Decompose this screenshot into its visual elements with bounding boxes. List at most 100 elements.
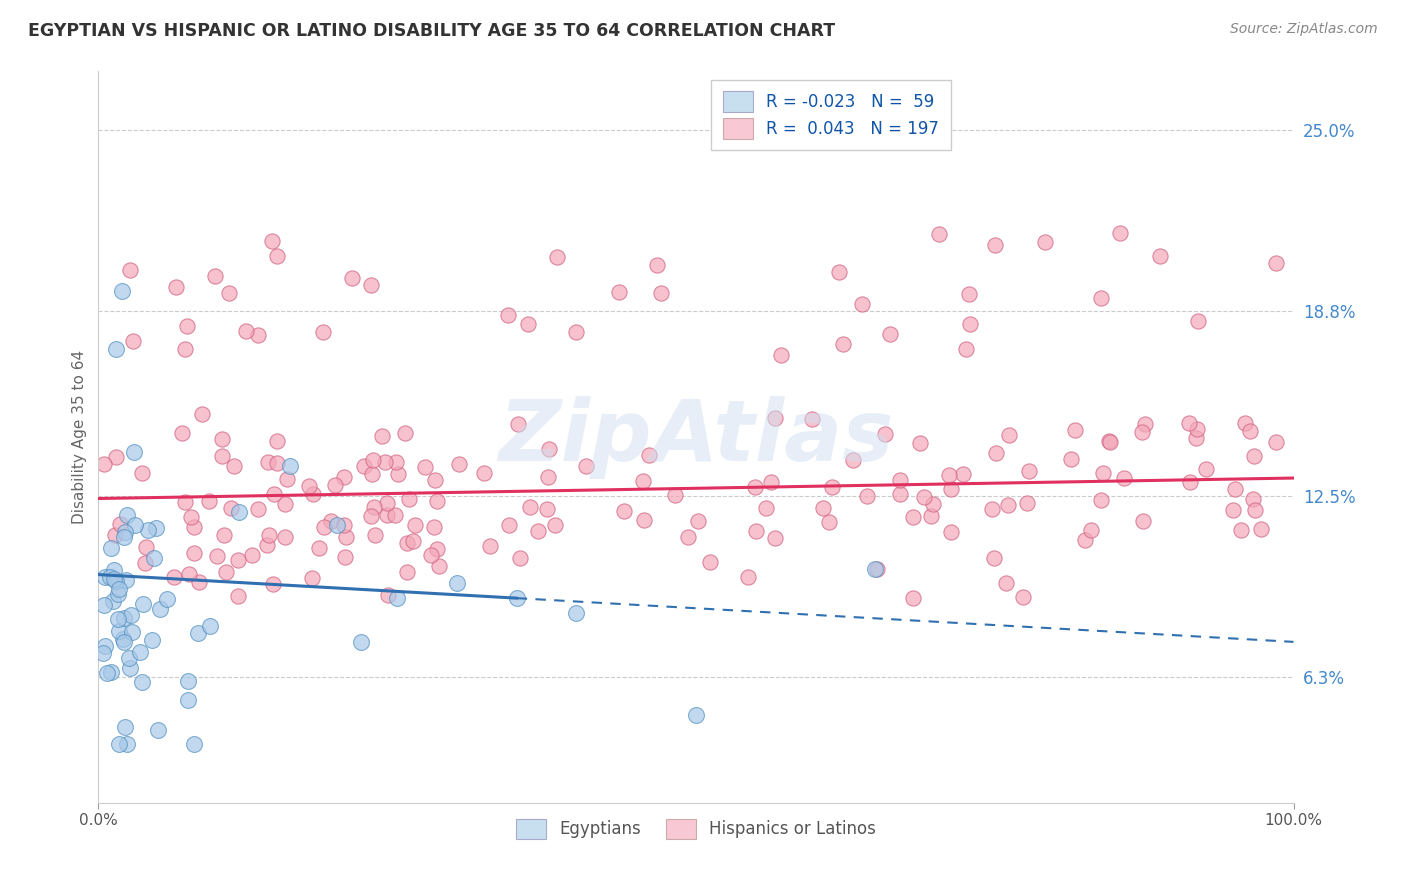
Point bbox=[1243, 449, 1265, 463]
Point bbox=[607, 285, 630, 299]
Point bbox=[851, 297, 873, 311]
Point bbox=[111, 632, 134, 647]
Point bbox=[149, 602, 172, 616]
Point bbox=[426, 494, 449, 508]
Point bbox=[177, 693, 200, 707]
Point bbox=[449, 457, 471, 471]
Point bbox=[107, 582, 129, 596]
Point bbox=[132, 597, 155, 611]
Point bbox=[928, 227, 950, 241]
Point bbox=[575, 459, 598, 474]
Point bbox=[997, 499, 1019, 513]
Point bbox=[104, 574, 127, 588]
Point bbox=[111, 284, 134, 298]
Point bbox=[955, 342, 977, 356]
Point bbox=[686, 514, 709, 528]
Point bbox=[129, 644, 152, 658]
Point bbox=[266, 249, 288, 263]
Point bbox=[938, 468, 960, 483]
Point bbox=[103, 563, 125, 577]
Point bbox=[763, 411, 786, 425]
Point bbox=[983, 238, 1005, 252]
Point bbox=[103, 573, 125, 587]
Point bbox=[517, 317, 540, 331]
Point bbox=[350, 635, 373, 649]
Point bbox=[817, 515, 839, 529]
Point bbox=[374, 454, 396, 468]
Point bbox=[191, 407, 214, 421]
Point bbox=[246, 327, 269, 342]
Point bbox=[240, 549, 263, 563]
Point bbox=[108, 624, 131, 638]
Point bbox=[156, 592, 179, 607]
Point bbox=[1241, 492, 1264, 507]
Text: EGYPTIAN VS HISPANIC OR LATINO DISABILITY AGE 35 TO 64 CORRELATION CHART: EGYPTIAN VS HISPANIC OR LATINO DISABILIT… bbox=[28, 22, 835, 40]
Point bbox=[163, 570, 186, 584]
Point bbox=[1090, 291, 1112, 305]
Point bbox=[131, 467, 153, 481]
Point bbox=[769, 348, 792, 362]
Point bbox=[981, 501, 1004, 516]
Point bbox=[1098, 434, 1121, 449]
Point bbox=[1187, 314, 1209, 328]
Point bbox=[135, 540, 157, 554]
Point bbox=[170, 426, 193, 441]
Point bbox=[131, 675, 153, 690]
Point bbox=[676, 529, 699, 543]
Point bbox=[1229, 523, 1251, 537]
Point bbox=[93, 598, 115, 612]
Point bbox=[1011, 590, 1033, 604]
Point bbox=[179, 567, 201, 582]
Point bbox=[398, 491, 420, 506]
Point bbox=[889, 473, 911, 487]
Point bbox=[148, 723, 170, 737]
Point bbox=[257, 455, 280, 469]
Point bbox=[198, 494, 221, 508]
Point bbox=[176, 319, 198, 334]
Point bbox=[363, 528, 385, 542]
Point bbox=[262, 234, 284, 248]
Point bbox=[910, 436, 932, 450]
Point bbox=[1090, 493, 1112, 508]
Point bbox=[536, 502, 558, 516]
Point bbox=[363, 500, 385, 515]
Point bbox=[832, 336, 855, 351]
Point bbox=[506, 591, 529, 605]
Point bbox=[1064, 423, 1087, 437]
Point bbox=[384, 508, 406, 522]
Point bbox=[211, 433, 233, 447]
Point bbox=[112, 611, 135, 625]
Point bbox=[266, 456, 288, 470]
Point bbox=[103, 594, 125, 608]
Point bbox=[419, 548, 441, 562]
Point bbox=[952, 467, 974, 482]
Point bbox=[333, 470, 356, 484]
Point bbox=[472, 466, 495, 480]
Point bbox=[546, 250, 568, 264]
Point bbox=[98, 570, 121, 584]
Point bbox=[333, 549, 356, 564]
Point bbox=[177, 673, 200, 688]
Point bbox=[335, 530, 357, 544]
Point bbox=[537, 469, 560, 483]
Point bbox=[325, 477, 347, 491]
Point bbox=[173, 343, 195, 357]
Point bbox=[124, 444, 146, 458]
Point bbox=[1185, 422, 1208, 436]
Point bbox=[1015, 496, 1038, 510]
Point bbox=[375, 508, 398, 523]
Point bbox=[1239, 424, 1261, 438]
Point bbox=[360, 508, 382, 523]
Point bbox=[226, 589, 249, 603]
Point bbox=[506, 417, 529, 431]
Point bbox=[1149, 249, 1171, 263]
Point bbox=[205, 549, 228, 564]
Point bbox=[429, 558, 451, 573]
Point bbox=[100, 665, 122, 679]
Point bbox=[94, 640, 117, 654]
Point bbox=[519, 500, 541, 514]
Point bbox=[262, 577, 284, 591]
Point bbox=[321, 514, 343, 528]
Point bbox=[180, 510, 202, 524]
Point bbox=[214, 528, 236, 542]
